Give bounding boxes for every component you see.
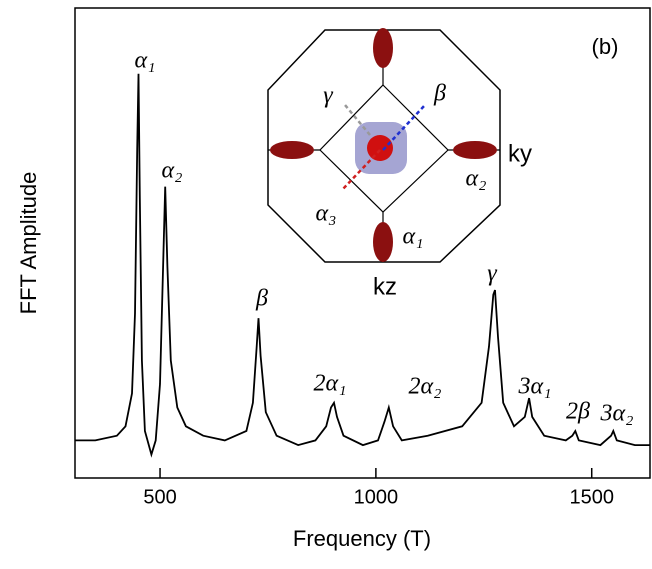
peak-label: 2β [566,399,590,425]
peak-label: 3α₂ [600,401,634,427]
peak-label: β [255,286,268,312]
inset-label: kz [373,273,397,300]
inset-lobe [270,141,314,159]
peak-label: 2α₂ [409,374,442,400]
inset-arrow [341,149,381,191]
x-tick-label: 1500 [569,486,614,508]
inset-label: α₁ [403,224,424,250]
inset [267,28,501,263]
peak-label: α₂ [162,158,183,184]
peak-label: γ [487,261,497,287]
inset-label: γ [323,83,333,109]
x-tick-label: 1000 [354,486,399,508]
x-axis-label: Frequency (T) [293,526,431,551]
spectrum-line [75,73,650,458]
inset-lobe [373,28,393,68]
peak-label: α₁ [135,48,156,74]
inset-arrow [382,104,426,151]
y-axis-label: FFT Amplitude [16,172,41,315]
inset-label: α₂ [466,166,487,192]
peak-label: 3α₁ [518,374,552,400]
inset-label: α₃ [316,201,337,227]
peak-label: 2α₁ [314,371,347,397]
inset-lobe [453,141,497,159]
plot-frame [74,7,651,479]
peak-label: (b) [592,34,619,59]
x-tick-label: 500 [143,486,176,508]
inset-label: ky [508,140,532,167]
inset-label: β [433,81,446,107]
inset-core [367,135,393,161]
inset-lobe [373,222,393,262]
